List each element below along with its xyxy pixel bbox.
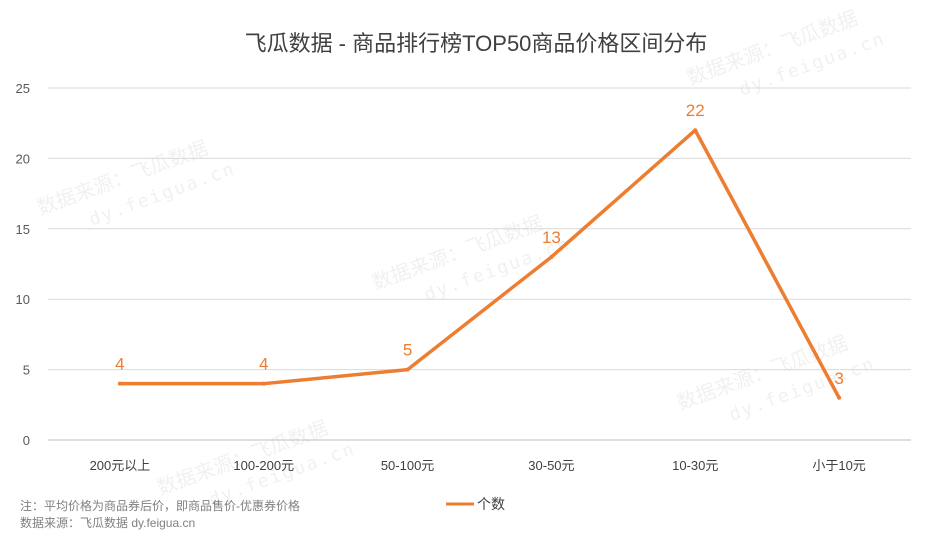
series-layer	[117, 128, 842, 400]
x-tick-label: 100-200元	[233, 458, 294, 473]
data-labels: 4 4 5 13 22 3	[115, 101, 844, 388]
note-line-2: 数据来源：飞瓜数据 dy.feigua.cn	[20, 515, 195, 530]
data-point	[549, 254, 554, 259]
x-tick-label: 50-100元	[381, 458, 434, 473]
data-label: 3	[834, 369, 843, 388]
watermarks: 数据来源：飞瓜数据 dy.feigua.cn 数据来源：飞瓜数据 dy.feig…	[34, 7, 888, 511]
chart-title: 飞瓜数据 - 商品排行榜TOP50商品价格区间分布	[245, 31, 708, 56]
y-tick-label: 15	[16, 222, 30, 237]
data-label: 13	[542, 228, 561, 247]
y-axis: 0 5 10 15 20 25	[16, 81, 30, 448]
data-label: 5	[403, 341, 412, 360]
legend: 个数	[446, 496, 505, 512]
data-point	[261, 381, 266, 386]
y-tick-label: 10	[16, 292, 30, 307]
x-tick-label: 200元以上	[90, 458, 151, 473]
data-point	[837, 395, 842, 400]
legend-label: 个数	[477, 496, 505, 512]
x-tick-label: 小于10元	[812, 458, 865, 473]
y-tick-label: 0	[23, 433, 30, 448]
grid	[48, 87, 911, 441]
x-tick-label: 10-30元	[672, 458, 718, 473]
series-line	[118, 128, 841, 400]
x-tick-label: 30-50元	[528, 458, 574, 473]
data-point	[405, 367, 410, 372]
data-label: 4	[115, 355, 124, 374]
y-tick-label: 25	[16, 81, 30, 96]
y-tick-label: 5	[23, 363, 30, 378]
note-line-1: 注：平均价格为商品券后价，即商品售价-优惠券价格	[20, 498, 300, 513]
data-label: 22	[686, 101, 705, 120]
data-label: 4	[259, 355, 268, 374]
data-point	[693, 128, 698, 133]
x-axis: 200元以上 100-200元 50-100元 30-50元 10-30元 小于10元	[90, 458, 866, 473]
data-point	[117, 381, 122, 386]
y-tick-label: 20	[16, 151, 30, 166]
